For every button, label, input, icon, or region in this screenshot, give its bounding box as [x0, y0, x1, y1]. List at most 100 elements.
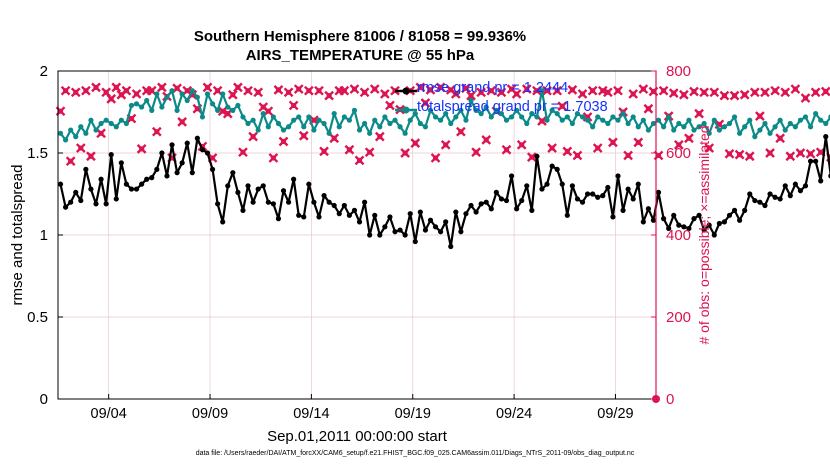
obs-possible-marker — [587, 85, 598, 96]
obs-possible-marker — [719, 90, 730, 101]
obs-marker-center — [245, 88, 251, 94]
totalspread-point — [392, 117, 398, 123]
rmse-point — [498, 196, 505, 202]
obs-marker-center — [154, 129, 160, 135]
totalspread-point — [503, 117, 510, 123]
totalspread-point — [529, 111, 535, 117]
obs-marker-center — [701, 89, 707, 95]
obs-marker-center — [777, 135, 783, 141]
totalspread-point — [407, 117, 413, 123]
obs-possible-marker — [435, 82, 446, 93]
totalspread-point — [139, 104, 145, 110]
totalspread-point — [777, 117, 783, 123]
obs-marker-center — [83, 88, 89, 94]
obs-marker-center — [630, 91, 636, 97]
rmse-point — [68, 199, 74, 205]
totalspread-point — [630, 114, 636, 120]
y-tick-label: 2 — [40, 63, 48, 80]
rmse-point — [661, 216, 667, 222]
rmse-point — [382, 224, 388, 230]
rmse-point — [321, 193, 327, 199]
totalspread-point — [792, 124, 798, 130]
obs-possible-marker — [456, 126, 466, 137]
rmse-point — [681, 224, 687, 230]
obs-marker-center — [559, 103, 565, 109]
obs-marker-center — [280, 138, 287, 145]
y-tick-label: 1.5 — [27, 145, 48, 162]
totalspread-point — [204, 91, 211, 97]
x-tick-label: 09/04 — [91, 406, 127, 422]
rmse-point — [215, 201, 221, 207]
obs-marker-center — [108, 96, 114, 102]
rmse-point — [108, 152, 114, 158]
obs-possible-marker — [724, 148, 735, 159]
totalspread-point — [534, 114, 540, 120]
totalspread-point — [564, 114, 570, 120]
rmse-point — [93, 201, 99, 207]
rmse-point — [184, 140, 190, 146]
obs-marker-center — [747, 153, 753, 159]
totalspread-point — [174, 107, 180, 113]
rmse-point — [468, 202, 474, 209]
obs-possible-marker — [684, 133, 694, 144]
rmse-point — [666, 225, 672, 232]
obs-possible-marker — [329, 133, 340, 144]
totalspread-point — [356, 127, 363, 133]
obs-marker-center — [792, 86, 798, 92]
grid-layer — [58, 70, 656, 400]
obs-marker-center — [529, 154, 535, 160]
obs-possible-marker — [476, 87, 487, 98]
x-tick-label: 09/14 — [293, 406, 329, 422]
y-tick-label: 0.5 — [27, 309, 48, 326]
obs-possible-marker — [608, 137, 618, 148]
totalspread-point — [493, 107, 499, 113]
obs-marker-center — [301, 133, 307, 139]
obs-marker-center — [503, 147, 510, 153]
totalspread-point — [68, 127, 74, 133]
obs-possible-marker — [430, 153, 441, 163]
rmse-point — [802, 183, 809, 189]
obs-marker-center — [209, 155, 216, 161]
totalspread-point — [813, 111, 819, 117]
totalspread-point — [747, 117, 753, 123]
obs-possible-marker — [633, 137, 644, 148]
obs-marker-center — [757, 113, 763, 119]
obs-marker-center — [443, 142, 449, 148]
legend-rmse-label: rmse grand pr = 1.2444 — [417, 80, 569, 96]
totalspread-point — [427, 107, 434, 113]
obs-marker-center — [336, 88, 342, 94]
obs-marker-center — [650, 88, 657, 95]
rmse-point — [671, 212, 677, 218]
rmse-point — [164, 173, 170, 179]
obs-possible-marker — [557, 101, 568, 112]
rmse-point — [225, 183, 231, 189]
rmse-point — [823, 134, 829, 140]
rmse-point — [240, 207, 246, 213]
obs-marker-center — [813, 89, 819, 95]
obs-marker-center — [159, 84, 165, 90]
rmse-point — [199, 147, 206, 153]
totalspread-point — [326, 130, 332, 136]
rmse-point — [194, 135, 200, 141]
totalspread-point — [432, 114, 439, 120]
rmse-point — [174, 170, 180, 176]
obs-possible-marker — [760, 87, 770, 98]
obs-possible-marker — [810, 87, 821, 98]
totalspread-point — [128, 102, 135, 109]
data-file-footer: data file: /Users/raeder/DAI/ATM_forcXX/… — [195, 450, 635, 457]
rmse-point — [265, 199, 271, 205]
totalspread-point — [539, 88, 545, 94]
y2-tick-label: 0 — [666, 391, 674, 408]
obs-marker-center — [742, 92, 748, 98]
y2-tick-label: 800 — [666, 63, 691, 80]
totalspread-point — [767, 130, 773, 136]
rmse-point — [787, 193, 793, 199]
obs-possible-marker — [354, 155, 365, 166]
rmse-point — [762, 202, 768, 209]
rmse-point — [417, 209, 423, 215]
rmse-point — [772, 194, 778, 200]
obs-marker-center — [802, 95, 809, 101]
totalspread-point — [265, 124, 271, 130]
obs-possible-marker — [699, 87, 709, 98]
totalspread-point — [514, 107, 520, 113]
